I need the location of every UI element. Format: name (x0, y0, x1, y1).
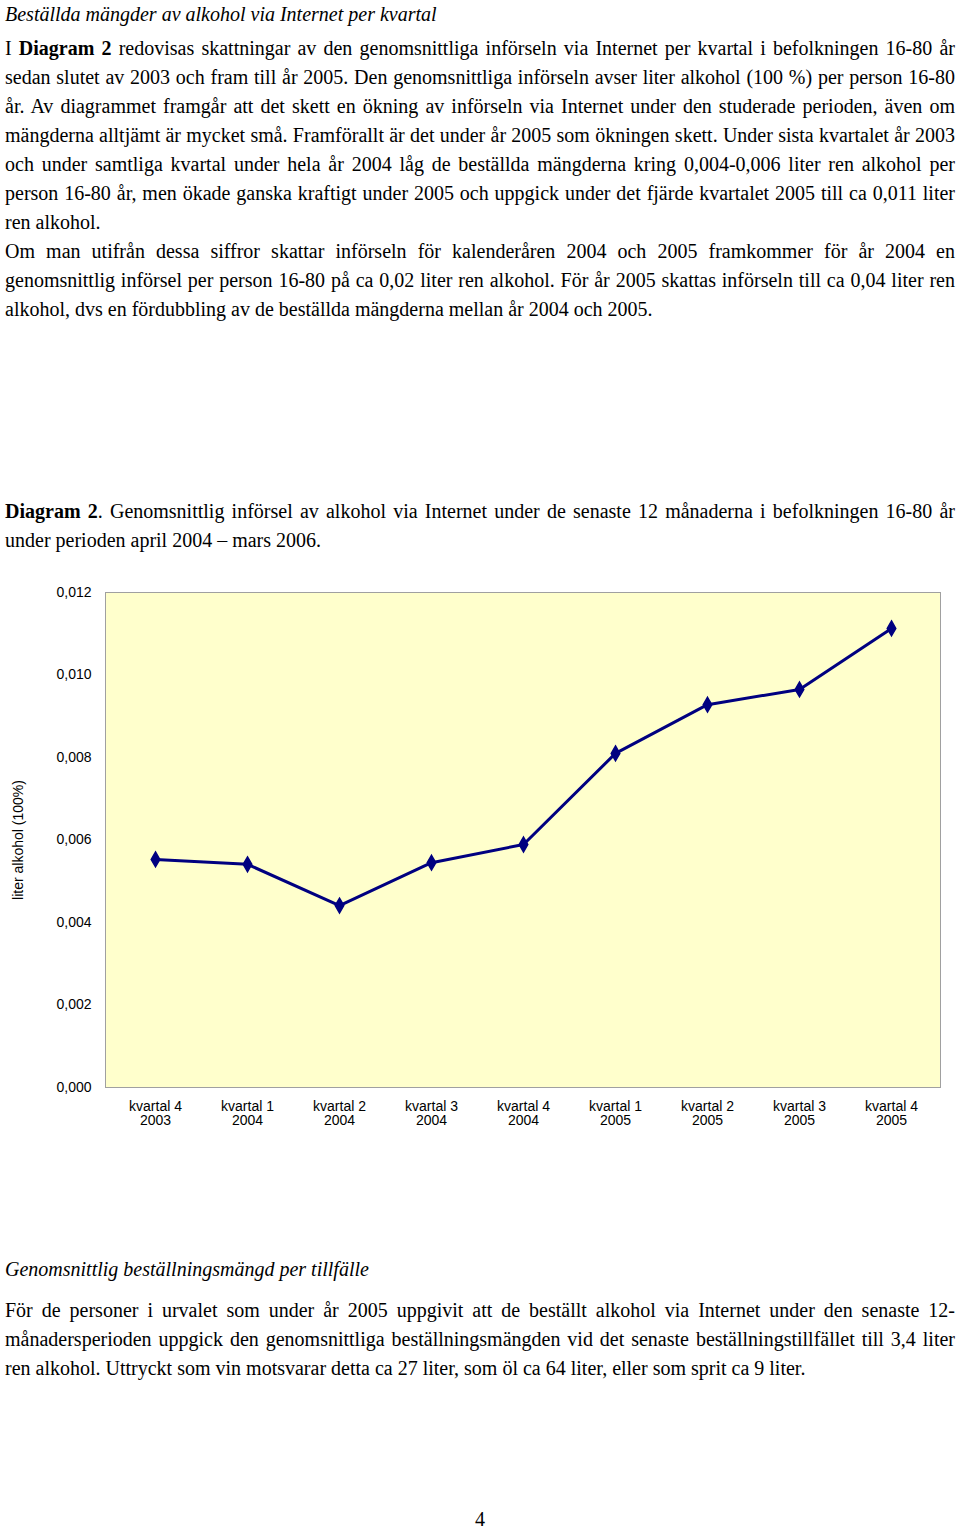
svg-text:0,008: 0,008 (56, 749, 91, 765)
svg-text:kvartal 12004: kvartal 12004 (221, 1098, 274, 1128)
svg-text:0,004: 0,004 (56, 914, 91, 930)
svg-text:kvartal 22004: kvartal 22004 (313, 1098, 366, 1128)
svg-text:kvartal 32005: kvartal 32005 (773, 1098, 826, 1128)
svg-text:0,010: 0,010 (56, 666, 91, 682)
svg-text:0,002: 0,002 (56, 996, 91, 1012)
html-text:Beställda mängder av alkohol v: Beställda mängder av alkohol via Interne… (5, 3, 437, 25)
svg-text:0,012: 0,012 (56, 584, 91, 600)
html-text:4: 4 (475, 1508, 485, 1530)
svg-text:kvartal 42003: kvartal 42003 (129, 1098, 182, 1128)
html-text:Diagram 2. Genomsnittlig inför: Diagram 2. Genomsnittlig införsel av alk… (5, 500, 955, 551)
svg-text:0,006: 0,006 (56, 831, 91, 847)
svg-text:kvartal 42004: kvartal 42004 (497, 1098, 550, 1128)
svg-text:0,000: 0,000 (56, 1079, 91, 1095)
svg-text:kvartal 42005: kvartal 42005 (865, 1098, 918, 1128)
html-text:Om man utifrån dessa siffror s: Om man utifrån dessa siffror skattar inf… (5, 240, 955, 320)
html-text:I Diagram 2 redovisas skattnin: I Diagram 2 redovisas skattningar av den… (5, 37, 955, 233)
html-text:För de personer i urvalet som: För de personer i urvalet som under år 2… (5, 1299, 955, 1379)
svg-text:liter alkohol (100%): liter alkohol (100%) (10, 780, 26, 900)
html-text:Genomsnittlig beställningsmäng: Genomsnittlig beställningsmängd per till… (5, 1258, 369, 1280)
svg-text:kvartal 12005: kvartal 12005 (589, 1098, 642, 1128)
svg-text:kvartal 22005: kvartal 22005 (681, 1098, 734, 1128)
svg-text:kvartal 32004: kvartal 32004 (405, 1098, 458, 1128)
